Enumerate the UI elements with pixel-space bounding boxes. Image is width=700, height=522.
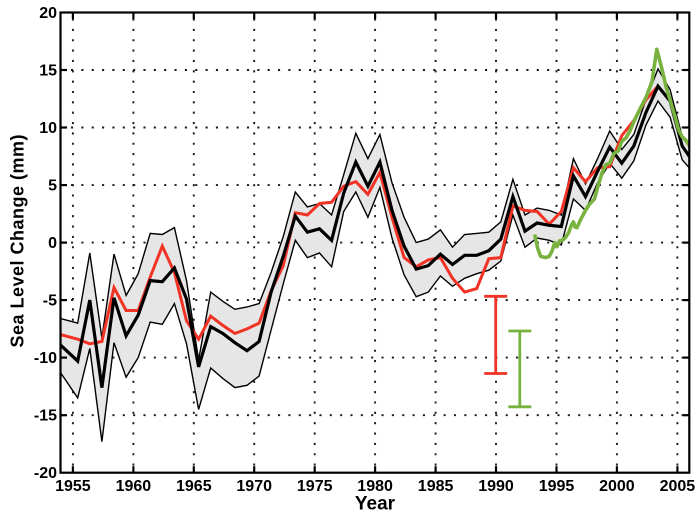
svg-text:1980: 1980 bbox=[357, 478, 393, 495]
svg-text:1955: 1955 bbox=[55, 478, 91, 495]
svg-text:20: 20 bbox=[39, 5, 57, 22]
svg-text:10: 10 bbox=[39, 120, 57, 137]
svg-text:2005: 2005 bbox=[660, 478, 696, 495]
svg-text:0: 0 bbox=[48, 235, 57, 252]
svg-text:Year: Year bbox=[355, 494, 396, 515]
svg-text:-10: -10 bbox=[34, 350, 57, 367]
svg-text:5: 5 bbox=[48, 178, 57, 195]
svg-text:1975: 1975 bbox=[297, 478, 333, 495]
svg-text:1965: 1965 bbox=[176, 478, 212, 495]
svg-text:15: 15 bbox=[39, 63, 57, 80]
svg-text:-5: -5 bbox=[43, 293, 57, 310]
svg-text:1990: 1990 bbox=[478, 478, 514, 495]
svg-text:1970: 1970 bbox=[236, 478, 272, 495]
svg-text:1995: 1995 bbox=[539, 478, 575, 495]
svg-text:1985: 1985 bbox=[418, 478, 454, 495]
svg-text:-20: -20 bbox=[34, 465, 57, 482]
svg-text:2000: 2000 bbox=[599, 478, 635, 495]
svg-text:-15: -15 bbox=[34, 408, 57, 425]
svg-text:1960: 1960 bbox=[116, 478, 152, 495]
svg-text:Sea Level Change (mm): Sea Level Change (mm) bbox=[8, 135, 28, 348]
